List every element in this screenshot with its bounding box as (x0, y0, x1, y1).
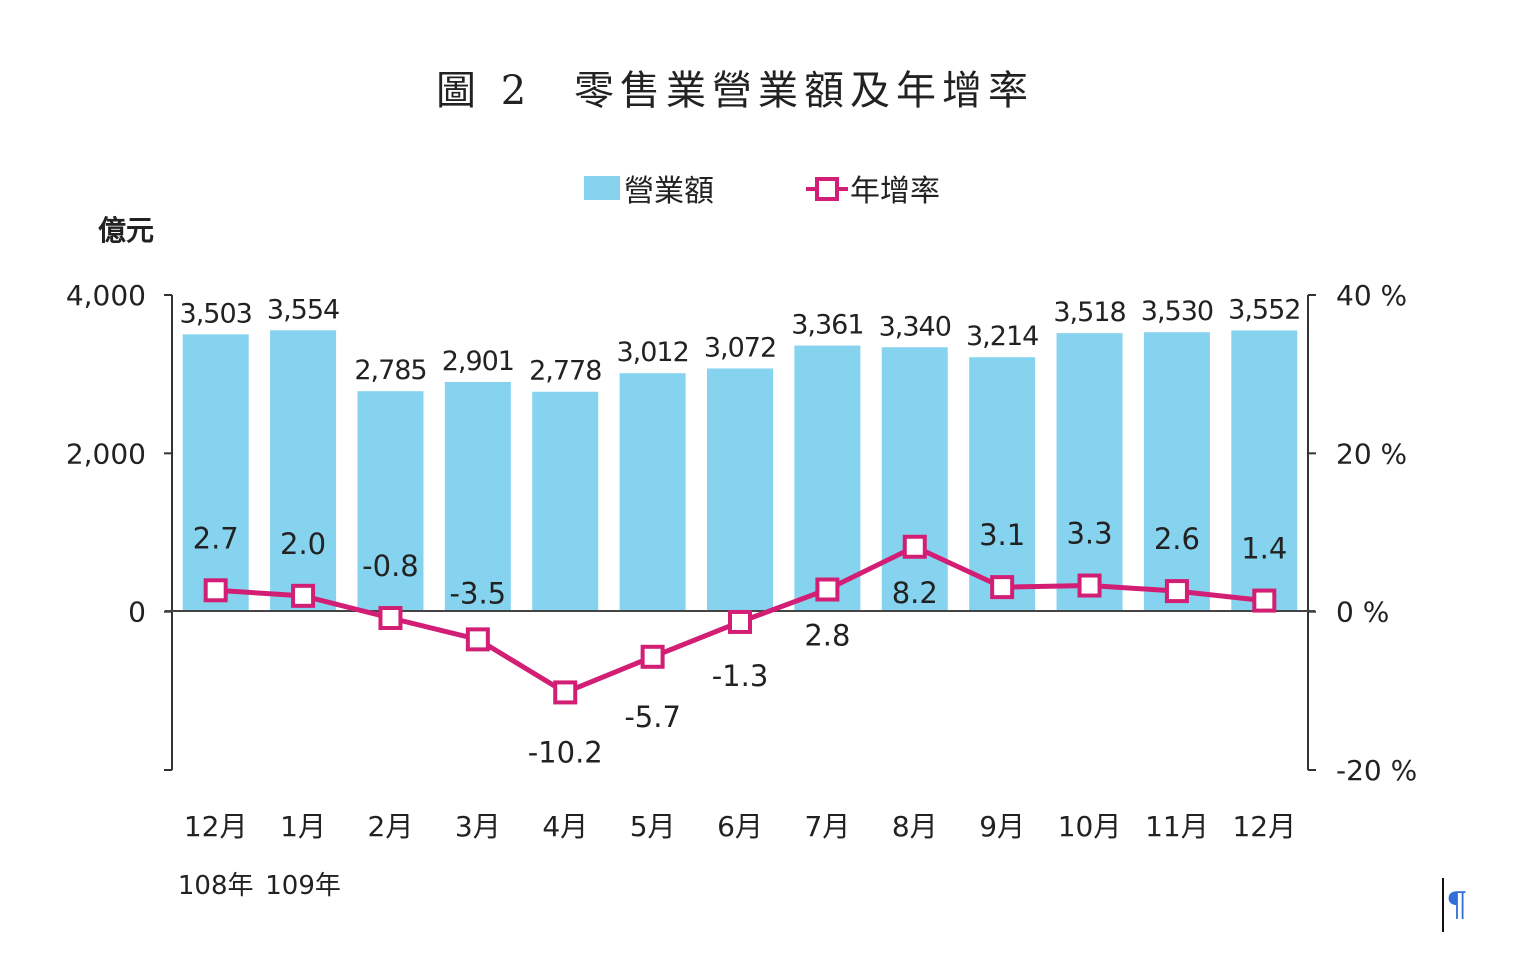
rate-marker (815, 577, 840, 602)
rate-marker (1164, 579, 1189, 604)
legend-line-marker-icon (815, 177, 839, 201)
category-label: 4月 (542, 810, 588, 843)
rate-marker (291, 583, 316, 608)
category-label: 1月 (280, 810, 326, 843)
rate-value-label: -10.2 (528, 735, 603, 769)
category-label: 3月 (455, 810, 501, 843)
category-label: 2月 (368, 810, 414, 843)
right-tick-label: 0 % (1336, 596, 1389, 629)
left-axis-ticks: 4,000 2,000 0 (66, 279, 172, 771)
right-tick-label: 40 % (1336, 279, 1407, 312)
rate-marker (990, 575, 1015, 600)
year-label: 108年 (178, 871, 254, 901)
rate-value-label: 2.6 (1154, 522, 1200, 556)
rate-markers (203, 534, 1277, 705)
bar (182, 334, 249, 612)
category-label: 6月 (717, 810, 763, 843)
bar (270, 330, 337, 612)
chart-title: 零售業營業額及年增率 (574, 68, 1034, 114)
bar (444, 382, 511, 612)
bar (881, 347, 948, 612)
bar-value-label: 3,554 (267, 294, 339, 325)
bar-value-label: 3,214 (966, 321, 1038, 352)
bar (619, 373, 686, 612)
bar-value-label: 3,552 (1228, 294, 1300, 325)
right-tick-label: -20 % (1336, 754, 1417, 787)
bar-value-label: 3,518 (1053, 297, 1125, 328)
rate-value-label: -5.7 (624, 700, 681, 734)
year-labels: 108年 109年 (178, 871, 341, 901)
pilcrow-mark: ¶ (1442, 878, 1476, 932)
category-label: 12月 (184, 810, 248, 843)
left-tick-label: 4,000 (66, 279, 146, 312)
bar-value-label: 2,785 (354, 355, 426, 386)
bar-value-label: 3,012 (616, 337, 688, 368)
rate-value-label: 2.7 (193, 521, 239, 555)
rate-marker (378, 606, 403, 630)
bar (1143, 332, 1210, 612)
rate-marker (465, 627, 490, 652)
rate-marker (203, 578, 228, 603)
bar-value-labels: 3,503 3,554 2,785 2,901 2,778 3,012 3,072 3,361… (180, 294, 1302, 387)
left-tick-label: 0 (128, 596, 146, 629)
bar (969, 357, 1036, 612)
rate-value-label: -1.3 (712, 659, 769, 693)
rate-marker (1252, 588, 1277, 613)
bar (1056, 333, 1123, 612)
rate-marker (553, 680, 578, 705)
bar-value-label: 3,503 (180, 298, 252, 329)
right-tick-label: 20 % (1336, 437, 1407, 470)
category-label: 9月 (979, 810, 1025, 843)
category-label: 7月 (804, 810, 850, 843)
category-labels: 12月 1月 2月 3月 4月 5月 6月 7月 8月 9月 10月 11月 12月 (184, 810, 1296, 843)
axes: 4,000 2,000 0 40 % 20 % 0 % -20 % (66, 279, 1417, 787)
legend-bar-swatch (584, 176, 620, 200)
category-label: 10月 (1058, 810, 1122, 843)
bar (1231, 330, 1298, 612)
chart-title-prefix: 圖 2 (436, 68, 532, 114)
bar (794, 345, 861, 612)
legend-line-label: 年增率 (850, 174, 940, 209)
legend-bar-label: 營業額 (624, 174, 714, 209)
left-axis-unit: 億元 (98, 214, 154, 247)
rate-value-label: 3.3 (1066, 517, 1112, 551)
bar-value-label: 2,778 (529, 356, 601, 387)
year-label: 109年 (265, 871, 341, 901)
left-tick-label: 2,000 (66, 437, 146, 470)
category-label: 5月 (630, 810, 676, 843)
rate-value-label: 2.8 (804, 619, 850, 653)
bar-value-label: 3,340 (879, 311, 951, 342)
bar-value-label: 3,530 (1141, 296, 1213, 327)
bar-value-label: 3,361 (791, 310, 863, 341)
rate-value-labels: 2.7 2.0 -0.8 -3.5 -10.2 -5.7 -1.3 2.8 8.2 3.1 3.3 2… (193, 517, 1288, 770)
bar (357, 391, 424, 612)
rate-value-label: -3.5 (450, 576, 507, 610)
category-label: 8月 (892, 810, 938, 843)
category-label: 12月 (1232, 810, 1296, 843)
bar-value-label: 2,901 (442, 346, 514, 377)
rate-marker (640, 644, 665, 669)
bar-value-label: 3,072 (704, 332, 776, 363)
rate-value-label: -0.8 (362, 549, 419, 583)
rate-value-label: 8.2 (892, 576, 938, 610)
right-axis-ticks: 40 % 20 % 0 % -20 % (1308, 279, 1417, 787)
rate-marker (728, 609, 752, 634)
rate-marker (902, 534, 927, 559)
legend: 營業額 年增率 (584, 174, 940, 209)
rate-marker (1077, 573, 1102, 598)
rate-value-label: 1.4 (1241, 532, 1287, 566)
rate-value-label: 3.1 (979, 518, 1025, 552)
bar (707, 368, 773, 612)
category-label: 11月 (1145, 810, 1209, 843)
bar (532, 391, 599, 612)
rate-value-label: 2.0 (280, 527, 326, 561)
bar-series (182, 330, 1298, 612)
